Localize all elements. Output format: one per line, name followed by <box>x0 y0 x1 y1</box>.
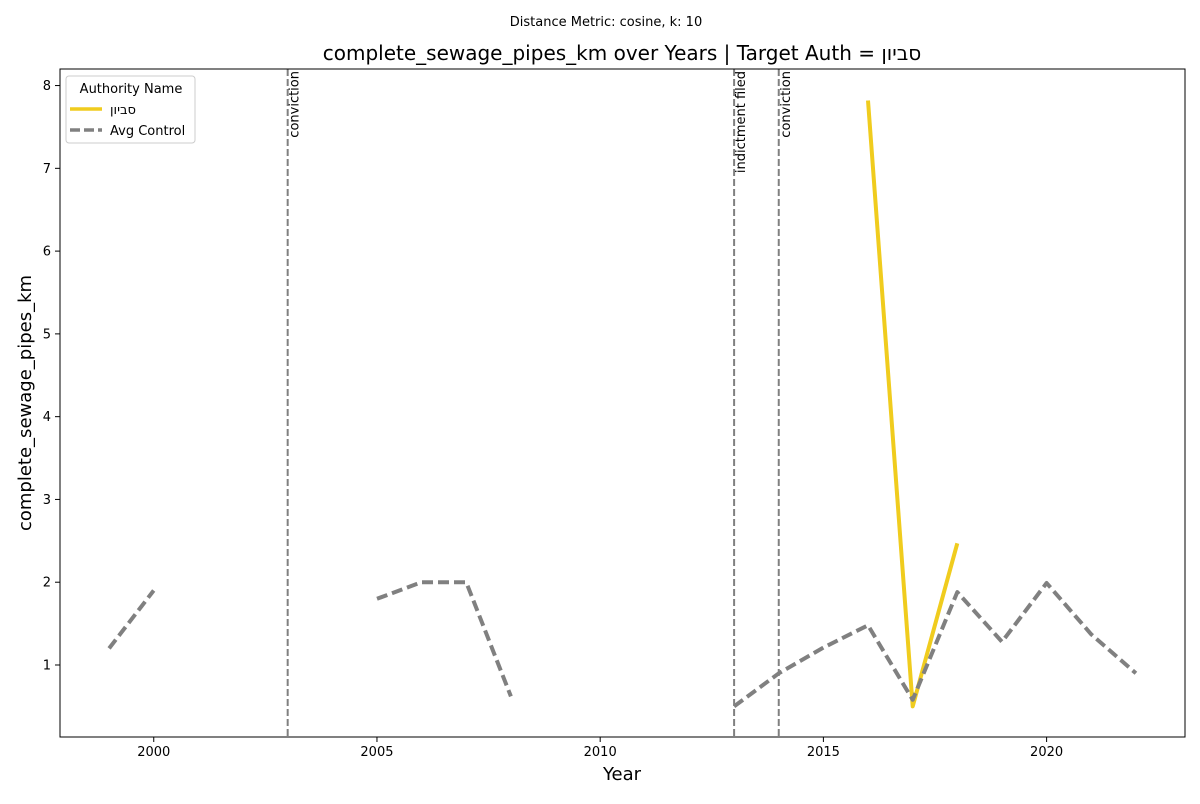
legend-title: Authority Name <box>80 82 183 97</box>
legend: Authority Name סביון Avg Control <box>65 75 196 144</box>
x-tick-label: 2000 <box>137 745 170 760</box>
legend-label-avg-control: Avg Control <box>110 124 185 139</box>
legend-label-target: סביון <box>110 103 136 118</box>
y-tick-label: 7 <box>43 162 51 177</box>
y-axis-label: complete_sewage_pipes_km <box>15 275 36 531</box>
x-tick-label: 2005 <box>360 745 393 760</box>
y-tick-label: 5 <box>43 327 51 342</box>
chart-title: complete_sewage_pipes_km over Years | Ta… <box>323 41 922 65</box>
series-line-avg-control <box>107 589 156 650</box>
x-axis-label: Year <box>602 764 642 785</box>
event-label: conviction <box>779 71 794 138</box>
y-tick-label: 6 <box>43 245 51 260</box>
y-tick-label: 8 <box>43 79 51 94</box>
y-tick-label: 4 <box>43 410 51 425</box>
x-tick-label: 2020 <box>1030 745 1063 760</box>
event-label: conviction <box>288 71 303 138</box>
plot-area: 2000 2005 2010 2015 2020 1 2 3 4 5 6 7 8 conviction in… <box>43 69 1138 760</box>
legend-box <box>65 75 196 144</box>
chart-suptitle: Distance Metric: cosine, k: 10 <box>510 15 702 30</box>
x-tick-label: 2010 <box>584 745 617 760</box>
y-tick-label: 3 <box>43 493 51 508</box>
y-tick-label: 2 <box>43 576 51 591</box>
event-label: indictment filed <box>734 71 749 173</box>
x-tick-label: 2015 <box>807 745 840 760</box>
series-line-target <box>866 100 960 709</box>
y-tick-label: 1 <box>43 658 51 673</box>
series-line-avg-control <box>376 580 513 698</box>
series-line-avg-control <box>732 581 1138 709</box>
plot-frame <box>59 68 1186 738</box>
